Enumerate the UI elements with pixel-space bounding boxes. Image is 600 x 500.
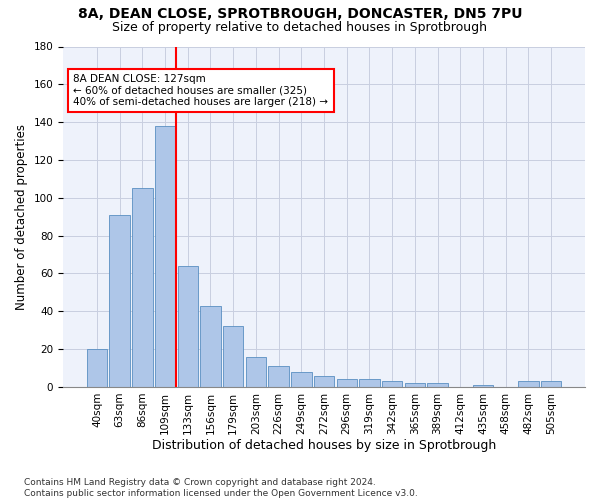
Y-axis label: Number of detached properties: Number of detached properties (15, 124, 28, 310)
Bar (155, 126, 175, 387)
Bar (245, 356, 266, 387)
X-axis label: Distribution of detached houses by size in Sprotbrough: Distribution of detached houses by size … (152, 440, 496, 452)
Bar (132, 188, 152, 387)
Text: Contains HM Land Registry data © Crown copyright and database right 2024.
Contai: Contains HM Land Registry data © Crown c… (24, 478, 418, 498)
Text: 8A DEAN CLOSE: 127sqm
← 60% of detached houses are smaller (325)
40% of semi-det: 8A DEAN CLOSE: 127sqm ← 60% of detached … (73, 74, 328, 107)
Bar (404, 383, 425, 387)
Text: 8A, DEAN CLOSE, SPROTBROUGH, DONCASTER, DN5 7PU: 8A, DEAN CLOSE, SPROTBROUGH, DONCASTER, … (78, 8, 522, 22)
Bar (223, 326, 244, 387)
Bar (178, 266, 198, 387)
Bar (337, 380, 357, 387)
Bar (200, 306, 221, 387)
Bar (427, 383, 448, 387)
Text: Size of property relative to detached houses in Sprotbrough: Size of property relative to detached ho… (113, 21, 487, 34)
Bar (473, 385, 493, 387)
Bar (109, 215, 130, 387)
Bar (359, 380, 380, 387)
Bar (518, 382, 539, 387)
Bar (291, 372, 311, 387)
Bar (87, 349, 107, 387)
Bar (268, 366, 289, 387)
Bar (382, 382, 403, 387)
Bar (314, 376, 334, 387)
Bar (541, 382, 561, 387)
